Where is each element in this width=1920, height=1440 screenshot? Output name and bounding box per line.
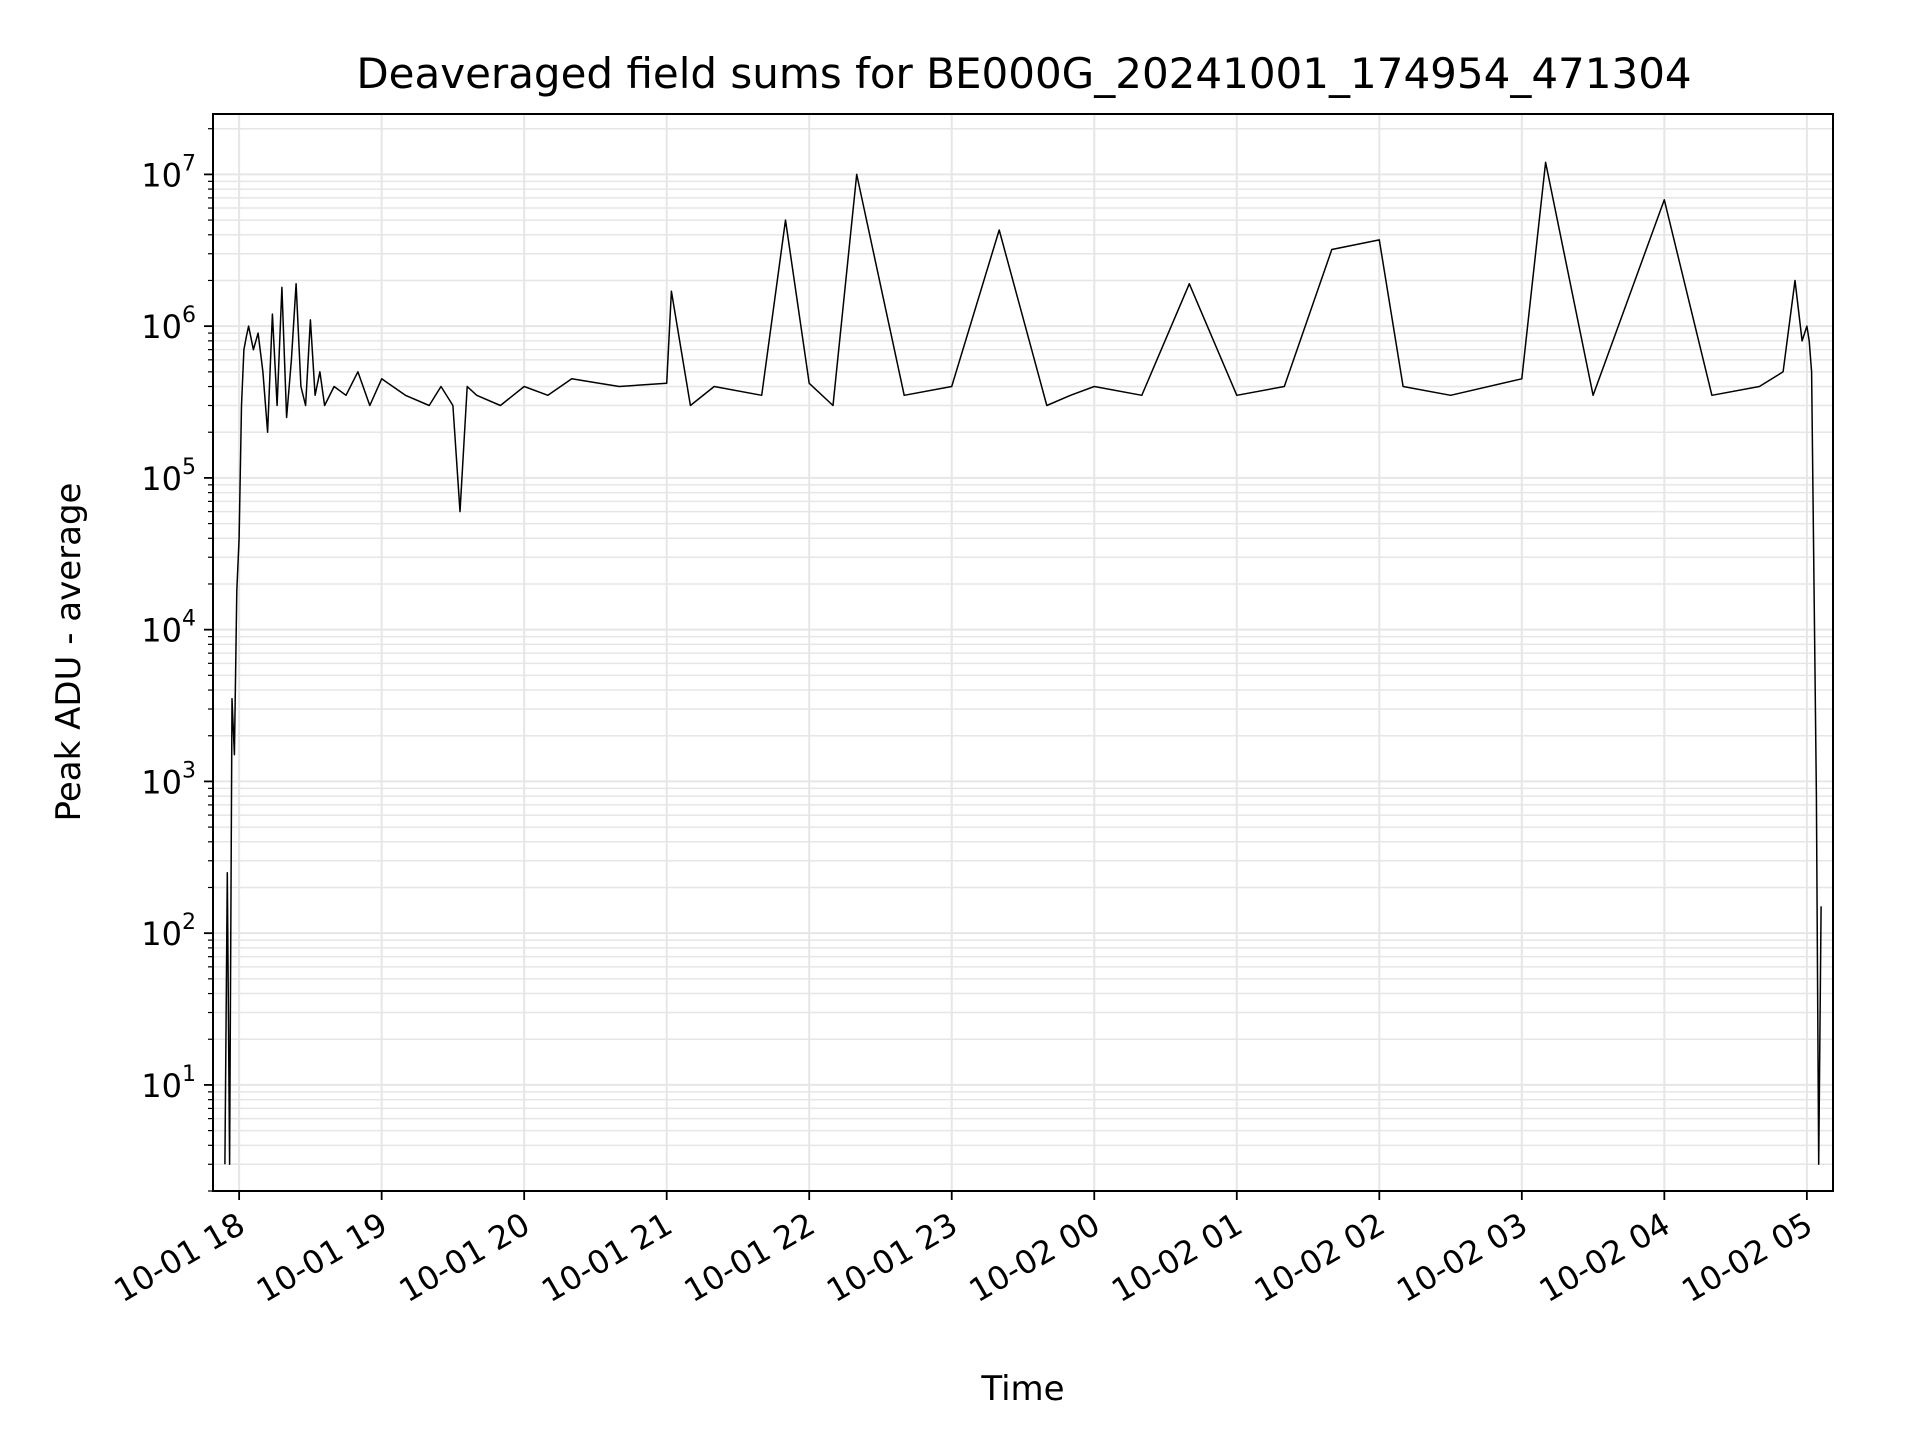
x-tick-label: 10-01 19 [250, 1205, 394, 1310]
x-tick-label: 10-01 22 [678, 1205, 822, 1310]
y-tick-label: 101 [141, 1062, 196, 1105]
x-tick-label: 10-02 01 [1105, 1205, 1249, 1310]
x-tick-label: 10-02 04 [1533, 1205, 1677, 1310]
y-axis-label: Peak ADU - average [49, 483, 89, 822]
y-tick-label: 104 [141, 607, 196, 650]
x-tick-label: 10-02 03 [1390, 1205, 1534, 1310]
x-tick-label: 10-02 05 [1675, 1205, 1819, 1310]
chart-title: Deaveraged field sums for BE000G_2024100… [356, 49, 1691, 98]
y-axis: 101 102 103 104 105 106 107 [141, 128, 213, 1192]
x-tick-label: 10-01 21 [535, 1205, 679, 1310]
series-layer [224, 161, 1822, 1166]
y-tick-label: 106 [141, 303, 196, 346]
y-tick-label: 107 [141, 151, 196, 194]
y-tick-label: 103 [141, 758, 196, 801]
x-tick-label: 10-01 23 [820, 1205, 964, 1310]
x-tick-label: 10-01 20 [393, 1205, 537, 1310]
x-tick-label: 10-02 00 [963, 1205, 1107, 1310]
grid-layer [213, 114, 1833, 1192]
series-line [224, 161, 1822, 1166]
x-tick-label: 10-02 02 [1248, 1205, 1392, 1310]
y-tick-label: 102 [141, 910, 196, 953]
plot-frame [212, 113, 1834, 1192]
x-tick-label: 10-01 18 [108, 1205, 252, 1310]
x-axis-label: Time [980, 1369, 1064, 1409]
y-tick-label: 105 [141, 455, 196, 498]
